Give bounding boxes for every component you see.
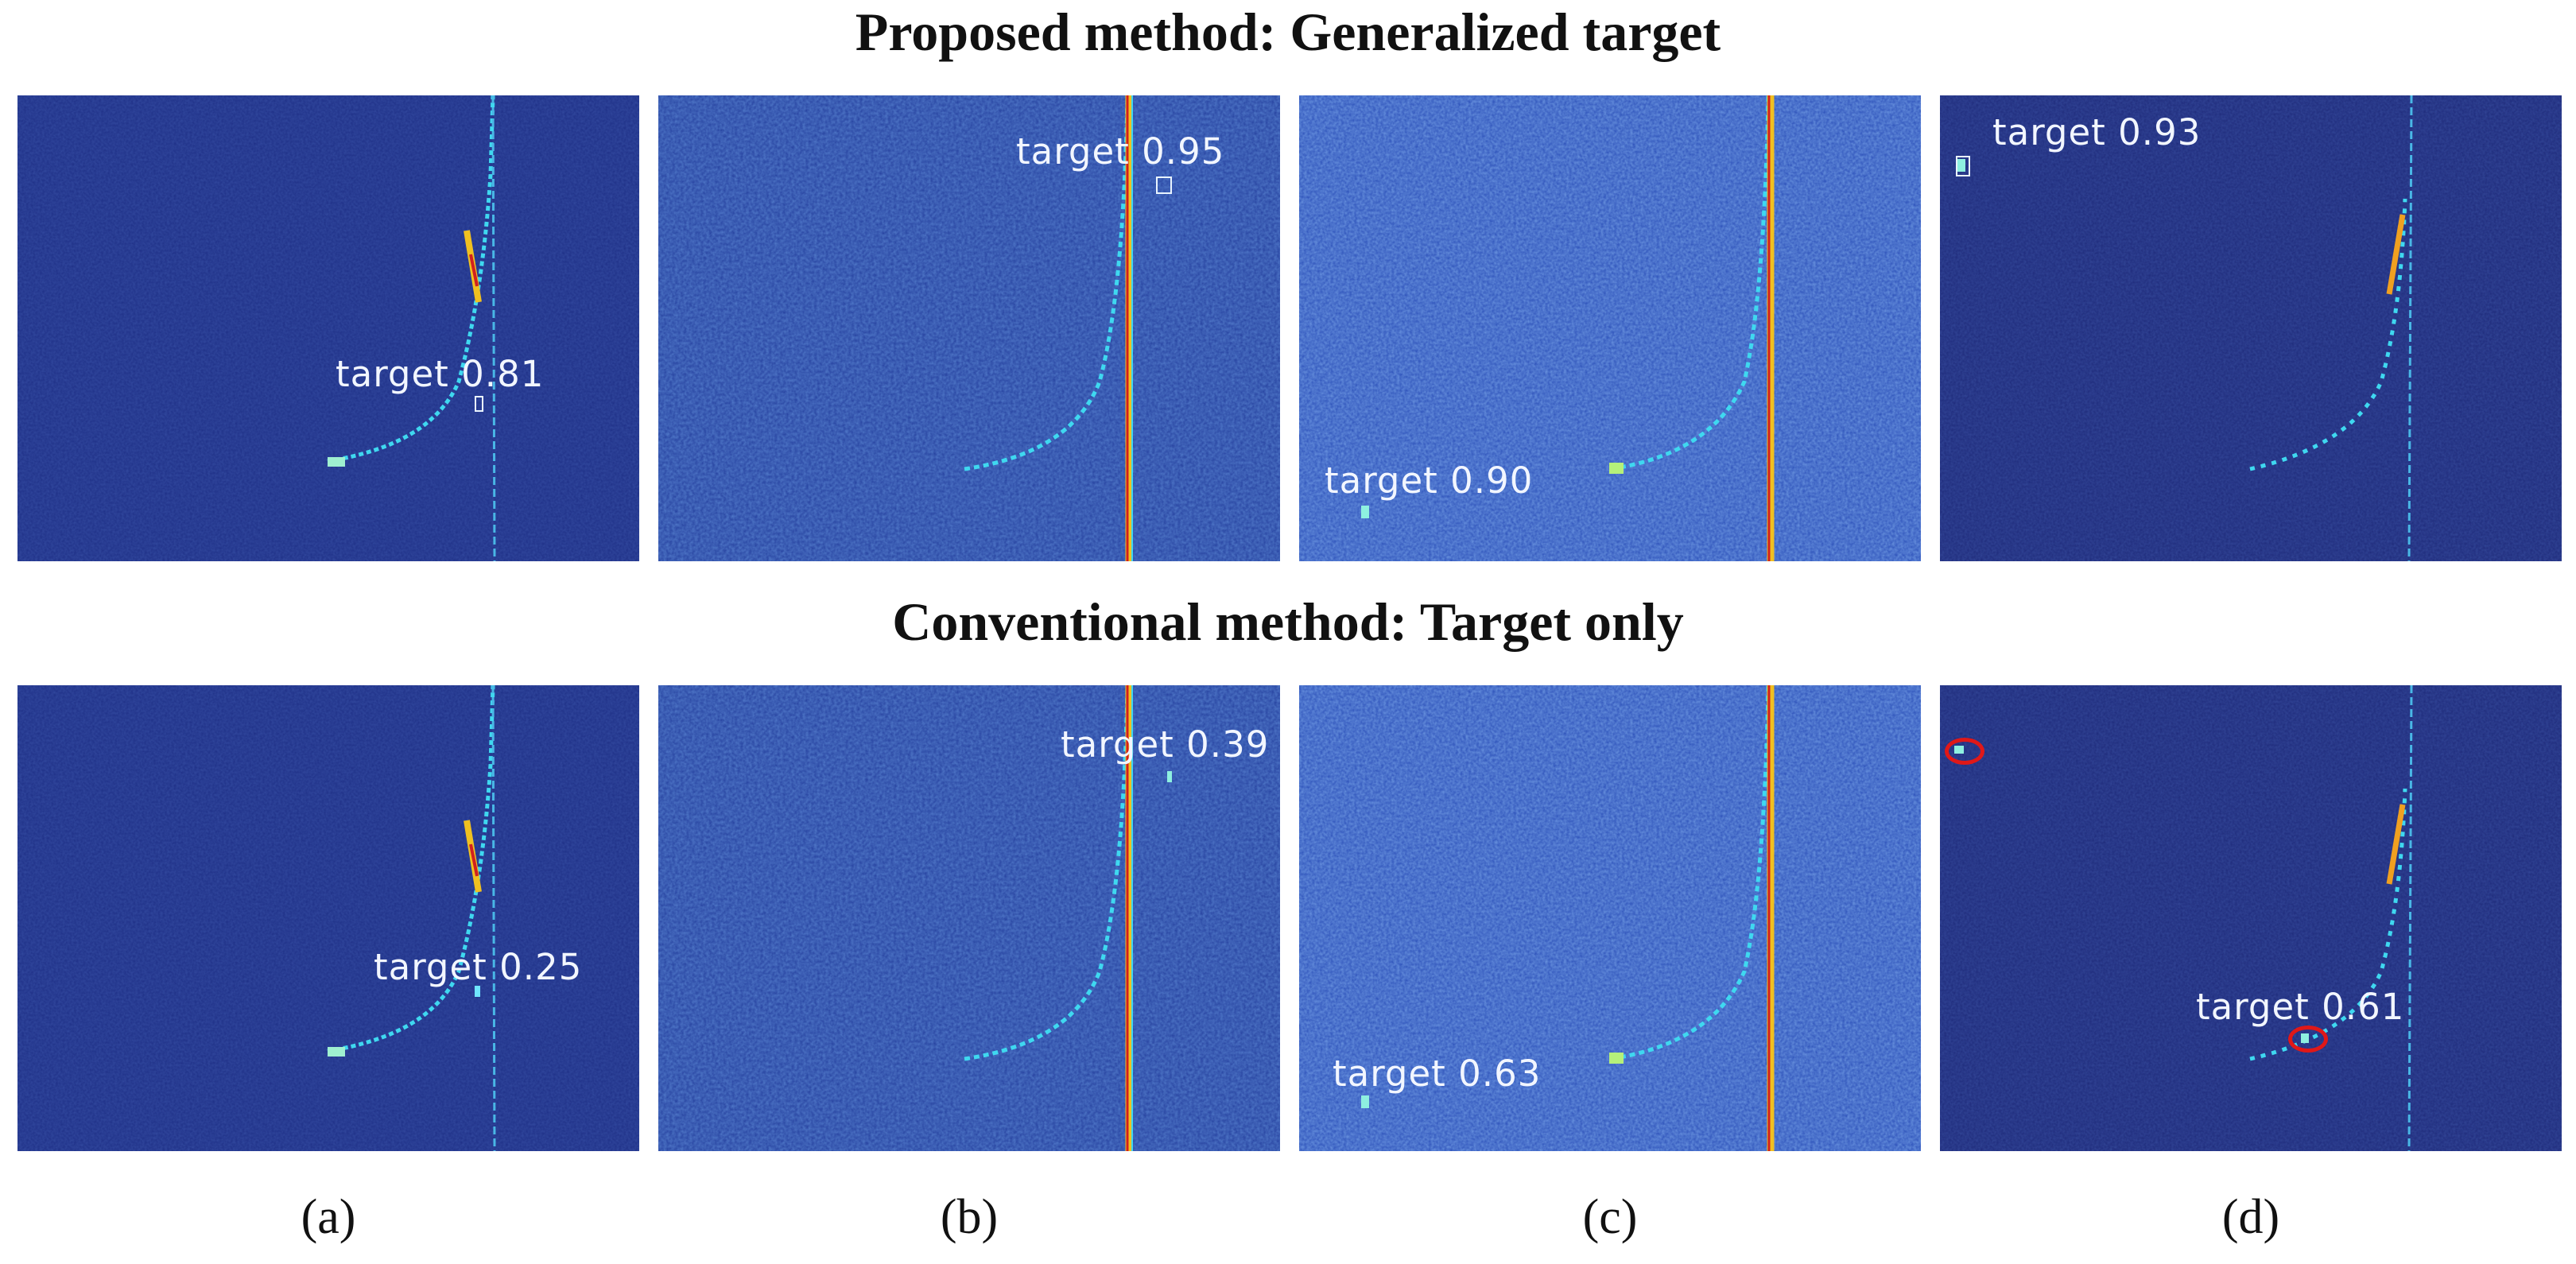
- spectrogram-image: [1940, 95, 2562, 561]
- caption-d: (d): [2221, 1190, 2280, 1244]
- proposed-panel-a: target 0.81: [17, 95, 639, 561]
- proposed-panel-d: target 0.93: [1940, 95, 2562, 561]
- spectrogram-image: [17, 95, 639, 561]
- conventional-row-title: Conventional method: Target only: [892, 591, 1684, 652]
- spectrogram-image: [1299, 685, 1921, 1151]
- detection-label: target 0.90: [1325, 459, 1534, 502]
- conventional-panel-a: target 0.25: [17, 685, 639, 1151]
- detection-box: [1156, 176, 1172, 194]
- proposed-panel-b: target 0.95: [658, 95, 1280, 561]
- conventional-panel-b: target 0.39: [658, 685, 1280, 1151]
- detection-box: [1956, 156, 1970, 176]
- conventional-panel-c: target 0.63: [1299, 685, 1921, 1151]
- missed-target-marker: [2288, 1026, 2328, 1053]
- spectrogram-image: [658, 685, 1280, 1151]
- detection-label: target 0.25: [374, 946, 583, 988]
- caption-b: (b): [940, 1190, 999, 1244]
- proposed-panel-c: target 0.90: [1299, 95, 1921, 561]
- spectrogram-image: [1299, 95, 1921, 561]
- caption-a: (a): [301, 1190, 356, 1244]
- detection-label: target 0.93: [1992, 111, 2202, 153]
- spectrogram-image: [17, 685, 639, 1151]
- detection-label: target 0.95: [1016, 130, 1225, 173]
- spectrogram-image: [1940, 685, 2562, 1151]
- detection-label: target 0.61: [2196, 986, 2405, 1028]
- spectrogram-image: [658, 95, 1280, 561]
- conventional-panel-d: target 0.61: [1940, 685, 2562, 1151]
- missed-target-marker: [1945, 738, 1984, 765]
- detection-label: target 0.63: [1333, 1053, 1542, 1095]
- detection-box: [475, 396, 483, 412]
- detection-label: target 0.81: [336, 353, 545, 395]
- caption-c: (c): [1582, 1190, 1638, 1244]
- detection-label: target 0.39: [1061, 723, 1270, 766]
- proposed-row-title: Proposed method: Generalized target: [855, 2, 1721, 62]
